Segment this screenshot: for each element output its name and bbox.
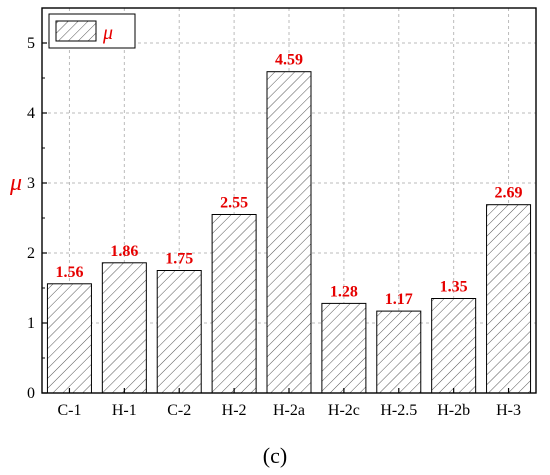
bar — [321, 302, 367, 394]
x-tick-label: H-2c — [328, 402, 360, 419]
bar — [431, 298, 477, 394]
data-label: 1.86 — [110, 243, 138, 260]
bar — [101, 262, 147, 394]
x-tick-label: H-2.5 — [380, 402, 417, 419]
y-tick-label: 2 — [27, 245, 35, 262]
bar — [156, 270, 202, 394]
data-label: 2.55 — [220, 195, 248, 212]
x-tick-label: H-2b — [437, 402, 470, 419]
figure-caption: (c) — [263, 443, 287, 468]
data-label: 1.28 — [330, 283, 358, 300]
axes — [41, 7, 537, 394]
data-label: 1.75 — [165, 251, 193, 268]
data-label: 1.17 — [385, 291, 413, 308]
legend-label: μ — [102, 22, 113, 44]
x-tick-label: H-1 — [112, 402, 137, 419]
data-label: 2.69 — [495, 185, 523, 202]
bar — [266, 71, 312, 394]
y-axis-label: μ — [9, 170, 22, 196]
y-tick-label: 3 — [27, 175, 35, 192]
x-tick-label: C-1 — [57, 402, 81, 419]
bar — [486, 204, 532, 394]
x-tick-labels: C-1 H-1 C-2 H-2 H-2a H-2c H-2.5 H-2b H-3 — [57, 402, 521, 419]
legend: μ — [48, 13, 136, 49]
x-tick-label: C-2 — [167, 402, 191, 419]
data-labels: 1.56 1.86 1.75 2.55 4.59 1.28 1.17 1.35 2.69 — [55, 52, 522, 308]
data-label: 1.35 — [440, 279, 468, 296]
bar — [376, 310, 422, 394]
data-label: 4.59 — [275, 52, 303, 69]
y-tick-label: 4 — [27, 105, 35, 122]
x-tick-label: H-2a — [273, 402, 305, 419]
y-tick-label: 0 — [27, 385, 35, 402]
bar — [211, 214, 257, 394]
bars — [46, 71, 532, 394]
legend-swatch — [55, 20, 97, 42]
y-tick-label: 5 — [27, 35, 35, 52]
x-tick-label: H-3 — [496, 402, 521, 419]
bar — [46, 283, 92, 394]
data-label: 1.56 — [55, 264, 83, 281]
plot-frame — [41, 7, 537, 394]
y-tick-labels: 0 1 2 3 4 5 — [27, 35, 35, 402]
y-tick-label: 1 — [27, 315, 35, 332]
x-tick-label: H-2 — [222, 402, 247, 419]
